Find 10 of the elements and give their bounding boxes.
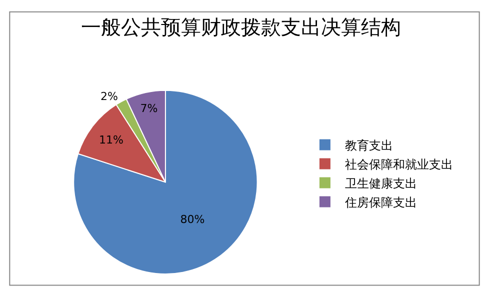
legend-label: 卫生健康支出 (344, 176, 417, 190)
data-label: 80% (180, 212, 205, 226)
pie-slice (73, 90, 258, 274)
data-label: 7% (140, 102, 158, 116)
data-label: 11% (99, 134, 124, 147)
chart-title: 一般公共预算财政拨款支出决算结构 (81, 15, 401, 40)
legend-label: 住房保障支出 (344, 195, 417, 210)
legend-label: 社会保障和就业支出 (344, 157, 453, 172)
legend-label: 教育支出 (344, 138, 393, 152)
data-label: 2% (100, 90, 118, 104)
